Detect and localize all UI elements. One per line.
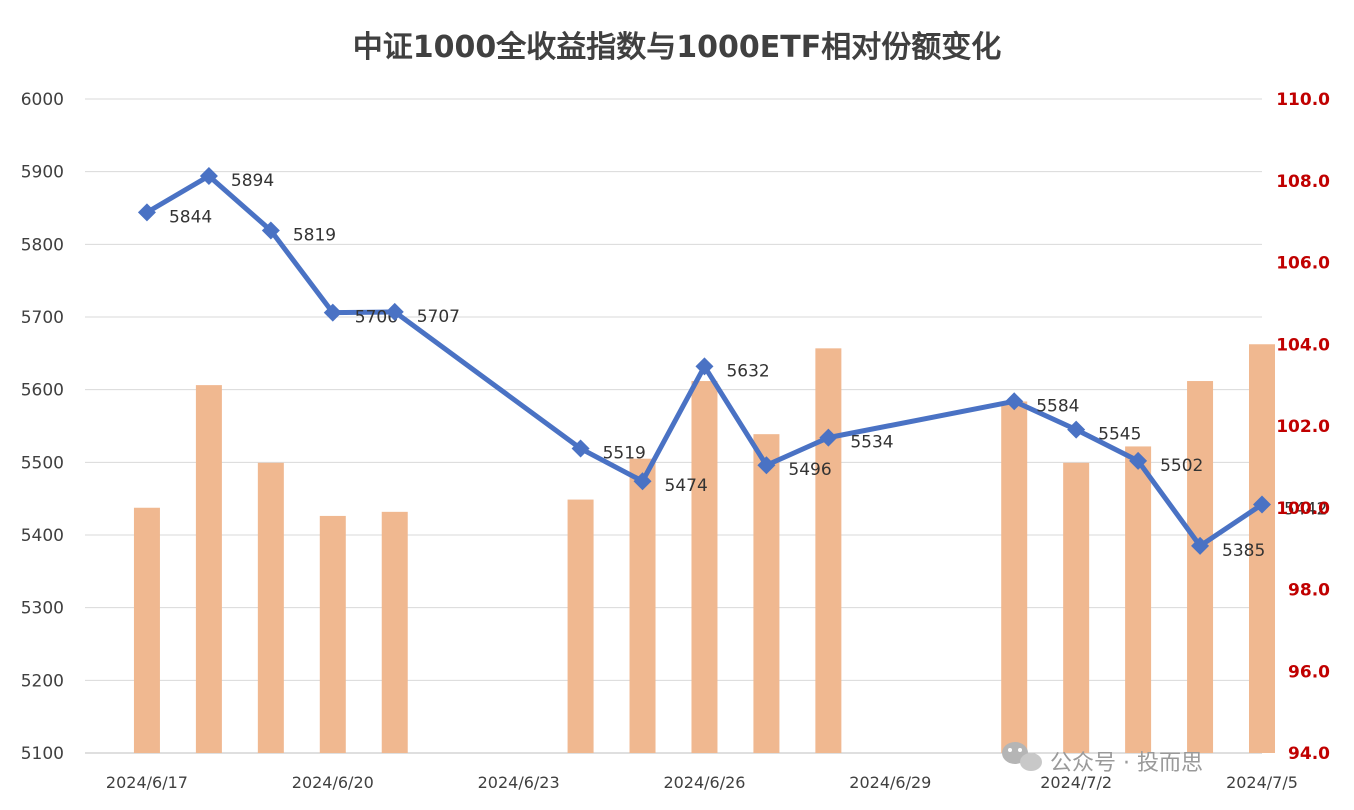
right-tick-label: 94.0 xyxy=(1288,744,1330,764)
bar xyxy=(691,381,718,753)
line-point xyxy=(695,357,714,376)
left-tick-label: 5800 xyxy=(21,235,64,255)
right-tick-label: 102.0 xyxy=(1276,417,1330,437)
left-tick-label: 5200 xyxy=(21,671,64,691)
left-tick-label: 5300 xyxy=(21,599,64,619)
x-tick-label: 2024/6/29 xyxy=(849,773,931,792)
left-tick-label: 5400 xyxy=(21,526,64,546)
bar xyxy=(815,348,842,753)
line-point xyxy=(757,456,776,475)
bar xyxy=(133,507,160,753)
bar xyxy=(381,511,408,753)
right-tick-label: 110.0 xyxy=(1276,90,1330,110)
data-label: 5894 xyxy=(231,171,274,191)
bar xyxy=(1187,381,1214,753)
x-tick-label: 2024/7/2 xyxy=(1040,773,1112,792)
line-point xyxy=(199,167,218,186)
wechat-icon xyxy=(1002,742,1042,771)
bar xyxy=(257,462,284,753)
bar xyxy=(319,515,346,753)
line-point xyxy=(1129,451,1148,470)
data-label: 5707 xyxy=(417,307,460,327)
bar xyxy=(753,434,780,753)
right-tick-label: 108.0 xyxy=(1276,172,1330,192)
left-tick-label: 5500 xyxy=(21,453,64,473)
chart-title: 中证1000全收益指数与1000ETF相对份额变化 xyxy=(353,30,1001,65)
x-tick-label: 2024/6/17 xyxy=(106,773,188,792)
right-tick-label: 96.0 xyxy=(1288,662,1330,682)
data-label: 5534 xyxy=(850,433,893,453)
bar xyxy=(1249,344,1275,753)
line-point xyxy=(1191,536,1210,555)
bar xyxy=(567,499,594,753)
bar xyxy=(1063,462,1090,753)
x-axis: 2024/6/17 2024/6/20 2024/6/23 2024/6/26 2024… xyxy=(106,773,1298,792)
data-label: 5442 xyxy=(1284,499,1327,519)
data-label: 5496 xyxy=(788,460,831,480)
left-tick-label: 5900 xyxy=(21,163,64,183)
data-label: 5819 xyxy=(293,226,336,246)
line-point xyxy=(1253,495,1271,514)
bar xyxy=(629,458,656,753)
x-tick-label: 2024/6/20 xyxy=(292,773,374,792)
line-point xyxy=(261,221,280,240)
x-tick-label: 2024/7/5 xyxy=(1226,773,1298,792)
line-point xyxy=(633,472,652,491)
data-label: 5474 xyxy=(665,476,708,496)
x-tick-label: 2024/6/26 xyxy=(663,773,745,792)
line-point xyxy=(385,302,404,321)
bar xyxy=(1001,401,1028,753)
data-label: 5844 xyxy=(169,207,212,227)
bar-series xyxy=(133,344,1275,753)
data-label: 5519 xyxy=(603,444,646,464)
line-point xyxy=(1067,420,1086,439)
right-tick-label: 98.0 xyxy=(1288,581,1330,601)
data-label: 5502 xyxy=(1160,456,1203,476)
right-tick-label: 104.0 xyxy=(1276,335,1330,355)
left-tick-label: 6000 xyxy=(21,90,64,110)
watermark-text: 公众号 · 投而思 xyxy=(1050,751,1203,776)
watermark: 公众号 · 投而思 xyxy=(1002,742,1203,776)
line-point xyxy=(323,303,342,322)
right-axis: 94.0 96.0 98.0 100.0 102.0 104.0 106.0 108.0 110… xyxy=(1276,90,1330,764)
left-axis: 5100 5200 5300 5400 5500 5600 5700 5800 5900 6000 xyxy=(21,90,64,764)
line-point xyxy=(1005,392,1024,411)
bar xyxy=(1125,446,1152,753)
line-point xyxy=(819,428,838,447)
data-label: 5545 xyxy=(1098,425,1141,445)
data-label: 5632 xyxy=(726,361,769,381)
right-tick-label: 100.0 xyxy=(1276,499,1330,519)
line-point xyxy=(137,203,156,222)
data-label: 5584 xyxy=(1036,396,1079,416)
data-label: 5385 xyxy=(1222,541,1265,561)
line-point xyxy=(571,439,590,458)
right-tick-label: 106.0 xyxy=(1276,254,1330,274)
left-tick-label: 5600 xyxy=(21,381,64,401)
left-tick-label: 5100 xyxy=(21,744,64,764)
bar xyxy=(195,385,222,753)
left-tick-label: 5700 xyxy=(21,308,64,328)
x-tick-label: 2024/6/23 xyxy=(478,773,560,792)
